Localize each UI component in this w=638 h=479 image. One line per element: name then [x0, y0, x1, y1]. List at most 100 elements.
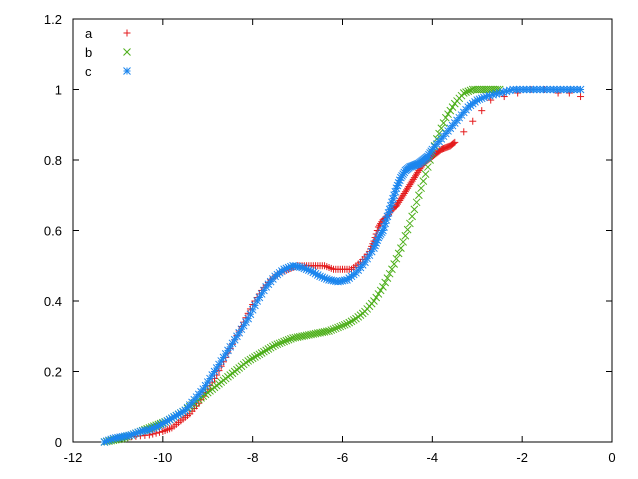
y-tick-label: 0.8: [44, 153, 62, 168]
legend-label-b: b: [85, 45, 92, 60]
data-point-a: [451, 138, 459, 146]
data-point-b: [374, 290, 383, 298]
data-point-a: [397, 195, 405, 203]
data-point-b: [448, 103, 457, 111]
data-point-b: [437, 124, 446, 133]
data-point-c: [203, 378, 212, 386]
x-tick-label: -2: [516, 450, 528, 465]
series-c: [100, 85, 585, 446]
data-point-b: [340, 320, 349, 329]
y-tick-label: 0.4: [44, 294, 62, 309]
data-point-b: [421, 170, 430, 178]
data-point-b: [349, 316, 358, 324]
x-tick-label: -8: [247, 450, 259, 465]
data-point-a: [408, 177, 416, 185]
data-point-b: [462, 88, 470, 96]
data-point-a: [149, 430, 157, 438]
data-point-b: [251, 353, 259, 361]
x-tick-label: -12: [64, 450, 83, 465]
data-point-c: [167, 414, 176, 423]
legend-label-a: a: [85, 26, 93, 41]
data-point-b: [381, 278, 390, 287]
data-point-b: [273, 340, 282, 349]
data-point-b: [406, 219, 414, 228]
data-point-c: [242, 318, 250, 327]
data-point-b: [394, 249, 403, 258]
data-point-a: [399, 191, 407, 199]
data-point-b: [336, 322, 345, 331]
data-point-b: [423, 163, 432, 171]
data-point-b: [410, 205, 419, 214]
y-axis: 0 0.2 0.4 0.6 0.8 1 1.2: [44, 12, 612, 450]
data-point-b: [383, 274, 392, 282]
data-point-b: [284, 335, 293, 344]
data-point-b: [257, 349, 266, 357]
data-point-a: [414, 168, 422, 176]
data-point-a: [403, 186, 411, 194]
x-axis: -12 -10 -8 -6 -4 -2 0: [64, 19, 616, 465]
data-point-b: [338, 321, 347, 330]
data-point-b: [329, 325, 338, 334]
data-point-a: [500, 93, 508, 101]
data-point-b: [444, 110, 452, 119]
data-point-b: [280, 337, 288, 346]
data-point-b: [255, 350, 264, 359]
data-point-b: [370, 297, 378, 305]
data-point-a: [460, 128, 468, 136]
data-point-b: [419, 177, 428, 186]
data-point-b: [246, 355, 255, 364]
data-point-b: [253, 351, 262, 360]
data-point-c: [235, 328, 244, 337]
data-point-a: [409, 175, 417, 183]
data-point-b: [244, 357, 253, 365]
data-point-b: [372, 293, 381, 302]
data-point-b: [401, 231, 410, 240]
data-point-b: [376, 286, 385, 295]
y-tick-label: 0: [55, 435, 62, 450]
data-point-b: [282, 336, 291, 345]
x-tick-label: -10: [153, 450, 172, 465]
data-point-b: [266, 343, 275, 352]
data-point-a: [405, 182, 413, 190]
data-point-b: [286, 335, 295, 343]
data-point-a: [404, 184, 412, 192]
data-point-a: [577, 93, 585, 101]
data-point-b: [248, 354, 257, 363]
data-point-b: [331, 324, 340, 333]
data-point-b: [390, 260, 399, 268]
y-tick-label: 0.2: [44, 365, 62, 380]
data-point-a: [450, 139, 458, 147]
data-point-c: [576, 85, 585, 94]
data-point-b: [327, 326, 336, 334]
data-point-b: [334, 323, 342, 332]
data-point-b: [343, 320, 351, 328]
legend-marker-a: [123, 29, 131, 37]
data-point-b: [262, 346, 270, 355]
data-point-b: [417, 184, 425, 193]
data-point-a: [407, 179, 415, 187]
data-point-a: [396, 197, 404, 205]
data-point-b: [271, 341, 279, 349]
x-tick-label: -4: [427, 450, 439, 465]
data-point-b: [325, 327, 333, 335]
data-point-b: [446, 106, 455, 115]
data-point-b: [415, 191, 423, 200]
data-point-b: [385, 269, 394, 278]
data-point-b: [397, 244, 405, 252]
data-point-a: [410, 174, 418, 182]
data-point-a: [478, 107, 486, 115]
legend-label-c: c: [85, 64, 92, 79]
x-tick-label: 0: [608, 450, 615, 465]
data-point-a: [394, 200, 402, 208]
data-point-b: [379, 283, 387, 291]
plot-frame: [72, 18, 613, 443]
data-point-b: [412, 198, 421, 207]
data-point-b: [439, 119, 448, 127]
x-tick-label: -6: [337, 450, 349, 465]
series-a: [114, 86, 585, 442]
data-point-b: [269, 342, 277, 351]
data-point-c: [215, 360, 223, 369]
data-point-b: [275, 339, 284, 348]
legend-marker-b: [123, 48, 131, 56]
legend: abc: [85, 26, 131, 79]
